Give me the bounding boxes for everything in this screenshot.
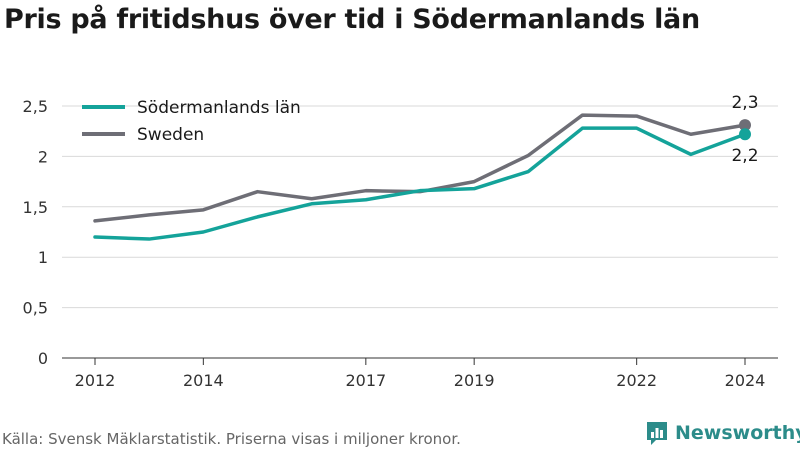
y-tick-label: 0 bbox=[38, 349, 48, 368]
x-tick-label: 2017 bbox=[345, 371, 386, 390]
end-label-sodermanland: 2,2 bbox=[731, 146, 758, 166]
series-line-sodermanland bbox=[93, 126, 747, 241]
x-tick-label: 2019 bbox=[454, 371, 495, 390]
x-tick-label: 2024 bbox=[725, 371, 766, 390]
brand-logo[interactable]: Newsworthy bbox=[645, 420, 800, 446]
end-point-sweden bbox=[739, 119, 751, 132]
legend-label: Södermanlands län bbox=[137, 98, 301, 118]
y-tick-label: 2,5 bbox=[23, 97, 48, 116]
x-tick-label: 2022 bbox=[616, 371, 657, 390]
x-tick-label: 2014 bbox=[183, 371, 224, 390]
line-chart: 0 0,5 1 1,5 2 2,5 2012 2014 2017 2019 2022 2024 Sö… bbox=[23, 93, 778, 390]
end-labels: 2,3 2,2 bbox=[731, 93, 758, 166]
series-lines bbox=[93, 113, 751, 241]
y-tick-label: 1 bbox=[38, 248, 48, 267]
legend: Södermanlands län Sweden bbox=[82, 98, 301, 145]
y-tick-label: 0,5 bbox=[23, 299, 48, 318]
x-tick-label: 2012 bbox=[75, 371, 116, 390]
y-tick-label: 2 bbox=[38, 147, 48, 166]
brand-name: Newsworthy bbox=[675, 422, 800, 444]
chart-title: Pris på fritidshus över tid i Södermanla… bbox=[4, 4, 700, 35]
legend-label: Sweden bbox=[137, 125, 204, 145]
source-note: Källa: Svensk Mäklarstatistik. Priserna … bbox=[2, 430, 461, 448]
y-axis: 0 0,5 1 1,5 2 2,5 bbox=[23, 97, 48, 368]
end-point-sodermanland bbox=[739, 128, 751, 141]
y-tick-label: 1,5 bbox=[23, 198, 48, 217]
gridlines bbox=[62, 105, 778, 359]
x-axis: 2012 2014 2017 2019 2022 2024 bbox=[75, 358, 766, 390]
newsworthy-logo-icon bbox=[647, 422, 667, 445]
end-label-sweden: 2,3 bbox=[731, 93, 758, 113]
